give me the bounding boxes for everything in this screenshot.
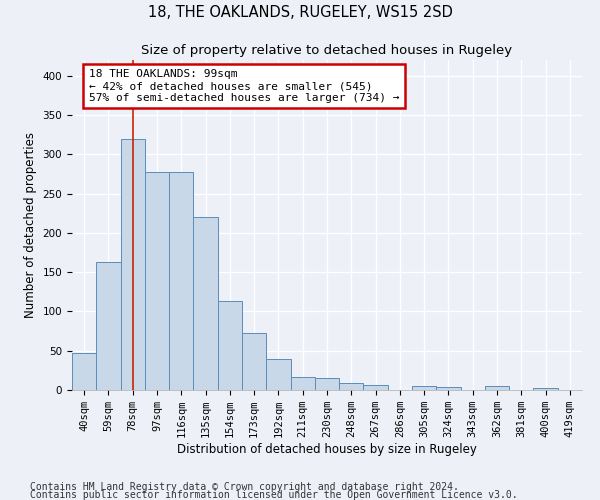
Bar xyxy=(96,262,121,390)
Bar xyxy=(412,386,436,390)
Bar xyxy=(72,353,96,390)
Bar xyxy=(169,172,193,390)
Text: 18 THE OAKLANDS: 99sqm
← 42% of detached houses are smaller (545)
57% of semi-de: 18 THE OAKLANDS: 99sqm ← 42% of detached… xyxy=(89,70,400,102)
Bar xyxy=(266,360,290,390)
Bar xyxy=(436,387,461,390)
Title: Size of property relative to detached houses in Rugeley: Size of property relative to detached ho… xyxy=(142,44,512,58)
Bar xyxy=(533,388,558,390)
Bar xyxy=(242,334,266,390)
Bar xyxy=(290,378,315,390)
Y-axis label: Number of detached properties: Number of detached properties xyxy=(24,132,37,318)
Bar xyxy=(121,138,145,390)
Text: Contains HM Land Registry data © Crown copyright and database right 2024.: Contains HM Land Registry data © Crown c… xyxy=(30,482,459,492)
Text: Contains public sector information licensed under the Open Government Licence v3: Contains public sector information licen… xyxy=(30,490,518,500)
Bar xyxy=(485,386,509,390)
Bar xyxy=(145,172,169,390)
Text: 18, THE OAKLANDS, RUGELEY, WS15 2SD: 18, THE OAKLANDS, RUGELEY, WS15 2SD xyxy=(148,5,452,20)
Bar xyxy=(193,217,218,390)
Bar xyxy=(339,383,364,390)
Bar xyxy=(218,301,242,390)
X-axis label: Distribution of detached houses by size in Rugeley: Distribution of detached houses by size … xyxy=(177,443,477,456)
Bar xyxy=(315,378,339,390)
Bar xyxy=(364,384,388,390)
